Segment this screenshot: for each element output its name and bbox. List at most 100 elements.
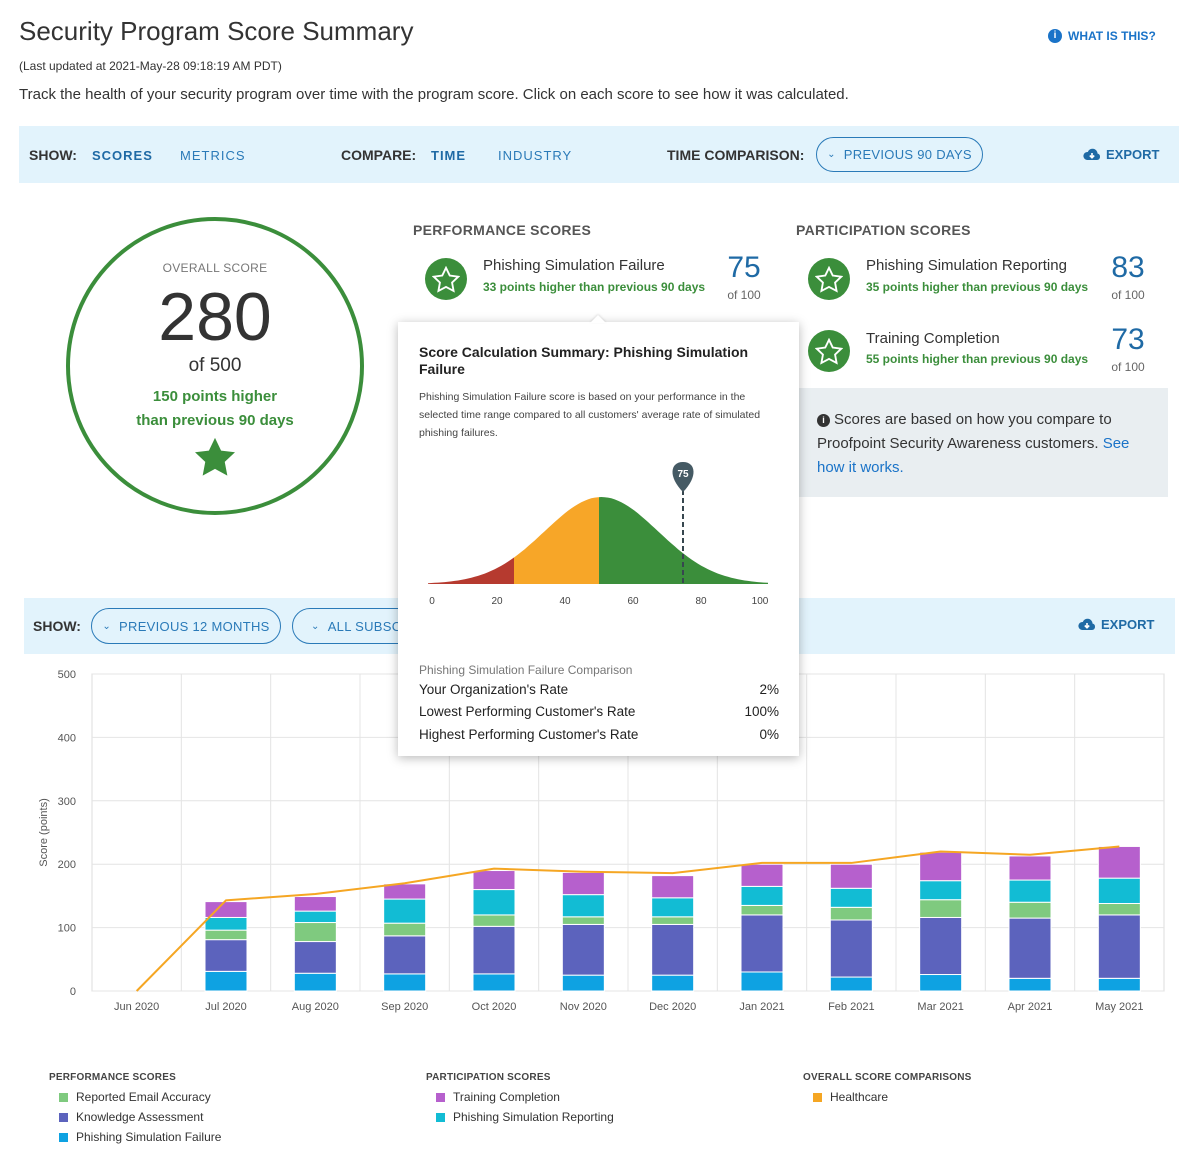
bar-segment[interactable] — [651, 897, 695, 918]
legend-item[interactable]: Healthcare — [813, 1090, 888, 1104]
time-comparison-dropdown[interactable]: ⌄ PREVIOUS 90 DAYS — [816, 137, 983, 172]
legend-item[interactable]: Knowledge Assessment — [59, 1110, 203, 1124]
bar-segment[interactable] — [651, 923, 695, 976]
x-tick-label: Nov 2020 — [560, 1001, 607, 1013]
score-item-training-completion[interactable]: Training Completion 55 points higher tha… — [808, 323, 1168, 378]
bar-segment[interactable] — [1008, 901, 1052, 919]
bar-segment[interactable] — [740, 885, 784, 906]
bar-segment[interactable] — [1008, 977, 1052, 992]
tab-time[interactable]: TIME — [431, 148, 467, 163]
star-icon — [432, 265, 460, 293]
score-history-chart: Score (points) 0 100 200 300 400 500 Jun 2020 J… — [38, 669, 1165, 1013]
period-value: PREVIOUS 12 MONTHS — [119, 618, 270, 634]
bar-segment[interactable] — [740, 971, 784, 992]
cloud-download-icon — [1083, 148, 1101, 160]
bar-segment[interactable] — [1097, 877, 1141, 905]
bar-segment[interactable] — [204, 929, 248, 941]
bar-segment[interactable] — [561, 974, 605, 992]
bar-segment[interactable] — [919, 916, 963, 976]
bar-segment[interactable] — [293, 941, 337, 974]
bar-segment[interactable] — [204, 916, 248, 931]
legend-item[interactable]: Training Completion — [436, 1090, 560, 1104]
tab-metrics[interactable]: METRICS — [180, 148, 246, 163]
score-item-phishing-reporting[interactable]: Phishing Simulation Reporting 35 points … — [808, 251, 1168, 305]
tab-industry[interactable]: INDUSTRY — [498, 148, 573, 163]
score-value: 83 — [1111, 251, 1145, 284]
participation-heading: PARTICIPATION SCORES — [796, 222, 971, 238]
curve-region-low — [428, 497, 514, 584]
x-tick-label: Jun 2020 — [114, 1001, 159, 1013]
legend-item[interactable]: Phishing Simulation Reporting — [436, 1110, 614, 1124]
bar-segment[interactable] — [472, 914, 516, 927]
bar-segment[interactable] — [1097, 903, 1141, 916]
bar-segment[interactable] — [1008, 855, 1052, 881]
bar-segment[interactable] — [383, 898, 427, 924]
bar-segment[interactable] — [472, 925, 516, 975]
bar-segment[interactable] — [561, 916, 605, 925]
chevron-down-icon: ⌄ — [102, 620, 112, 632]
bar-segment[interactable] — [919, 880, 963, 901]
bar-segment[interactable] — [293, 910, 337, 924]
bar-segment[interactable] — [1097, 845, 1141, 879]
bar-segment[interactable] — [740, 863, 784, 887]
performance-heading: PERFORMANCE SCORES — [413, 222, 592, 238]
subscription-dropdown[interactable]: ⌄ ALL SUBSCRI — [292, 608, 422, 644]
bar-segment[interactable] — [1097, 977, 1141, 992]
cloud-download-icon — [1078, 618, 1096, 630]
bar-segment[interactable] — [204, 970, 248, 992]
overall-score-card[interactable]: OVERALL SCORE 280 of 500 150 points high… — [66, 217, 364, 515]
bar-segment[interactable] — [293, 896, 337, 912]
bar-segment[interactable] — [383, 935, 427, 975]
bar-segment[interactable] — [561, 894, 605, 918]
star-icon — [815, 337, 843, 365]
bar-segment[interactable] — [293, 972, 337, 992]
bar-segment[interactable] — [383, 922, 427, 937]
bar-segment[interactable] — [472, 889, 516, 916]
bar-segment[interactable] — [829, 976, 873, 992]
export-button[interactable]: EXPORT — [1083, 147, 1159, 162]
bar-segment[interactable] — [740, 914, 784, 973]
y-axis-label: Score (points) — [38, 798, 50, 866]
legend-item[interactable]: Reported Email Accuracy — [59, 1090, 211, 1104]
bar-segment[interactable] — [651, 916, 695, 925]
score-value: 75 — [727, 251, 761, 284]
bar-segment[interactable] — [561, 923, 605, 976]
what-is-this-link[interactable]: i WHAT IS THIS? — [1048, 29, 1156, 43]
curve-axis-label: 20 — [491, 596, 503, 607]
bar-segment[interactable] — [829, 887, 873, 908]
legend-label: Training Completion — [453, 1090, 560, 1104]
bar-segment[interactable] — [651, 974, 695, 992]
legend-heading: OVERALL SCORE COMPARISONS — [803, 1072, 972, 1083]
bar-segment[interactable] — [919, 974, 963, 992]
bar-segment[interactable] — [829, 863, 873, 889]
bar-segment[interactable] — [1008, 917, 1052, 979]
bar-segment[interactable] — [561, 871, 605, 896]
healthcare-line[interactable] — [135, 845, 1120, 992]
bar-segment[interactable] — [293, 922, 337, 943]
bar-segment[interactable] — [1097, 914, 1141, 979]
show-label-2: SHOW: — [33, 618, 81, 634]
bar-segment[interactable] — [1008, 879, 1052, 903]
bar-segment[interactable] — [472, 870, 516, 891]
legend-item[interactable]: Phishing Simulation Failure — [59, 1130, 221, 1144]
bar-segment[interactable] — [740, 904, 784, 916]
curve-axis-label: 80 — [695, 596, 707, 607]
bar-segment[interactable] — [919, 851, 963, 882]
bar-segment[interactable] — [829, 906, 873, 921]
legend-label: Knowledge Assessment — [76, 1110, 204, 1124]
curve-region-high — [599, 497, 768, 584]
bar-segment[interactable] — [383, 883, 427, 900]
bar-segment[interactable] — [919, 899, 963, 918]
bar-segment[interactable] — [651, 875, 695, 899]
bar-segment[interactable] — [204, 939, 248, 972]
bar-segment[interactable] — [383, 973, 427, 992]
period-dropdown[interactable]: ⌄ PREVIOUS 12 MONTHS — [91, 608, 281, 644]
how-it-works-link[interactable]: See how it works. — [817, 435, 1130, 476]
x-tick-label: Oct 2020 — [472, 1001, 517, 1013]
export-button-2[interactable]: EXPORT — [1078, 617, 1154, 632]
bar-segment[interactable] — [829, 919, 873, 978]
tab-scores[interactable]: SCORES — [92, 148, 153, 163]
score-name: Phishing Simulation Failure — [483, 257, 665, 274]
score-item-phishing-failure[interactable]: Phishing Simulation Failure 33 points hi… — [425, 251, 775, 305]
bar-segment[interactable] — [472, 973, 516, 992]
